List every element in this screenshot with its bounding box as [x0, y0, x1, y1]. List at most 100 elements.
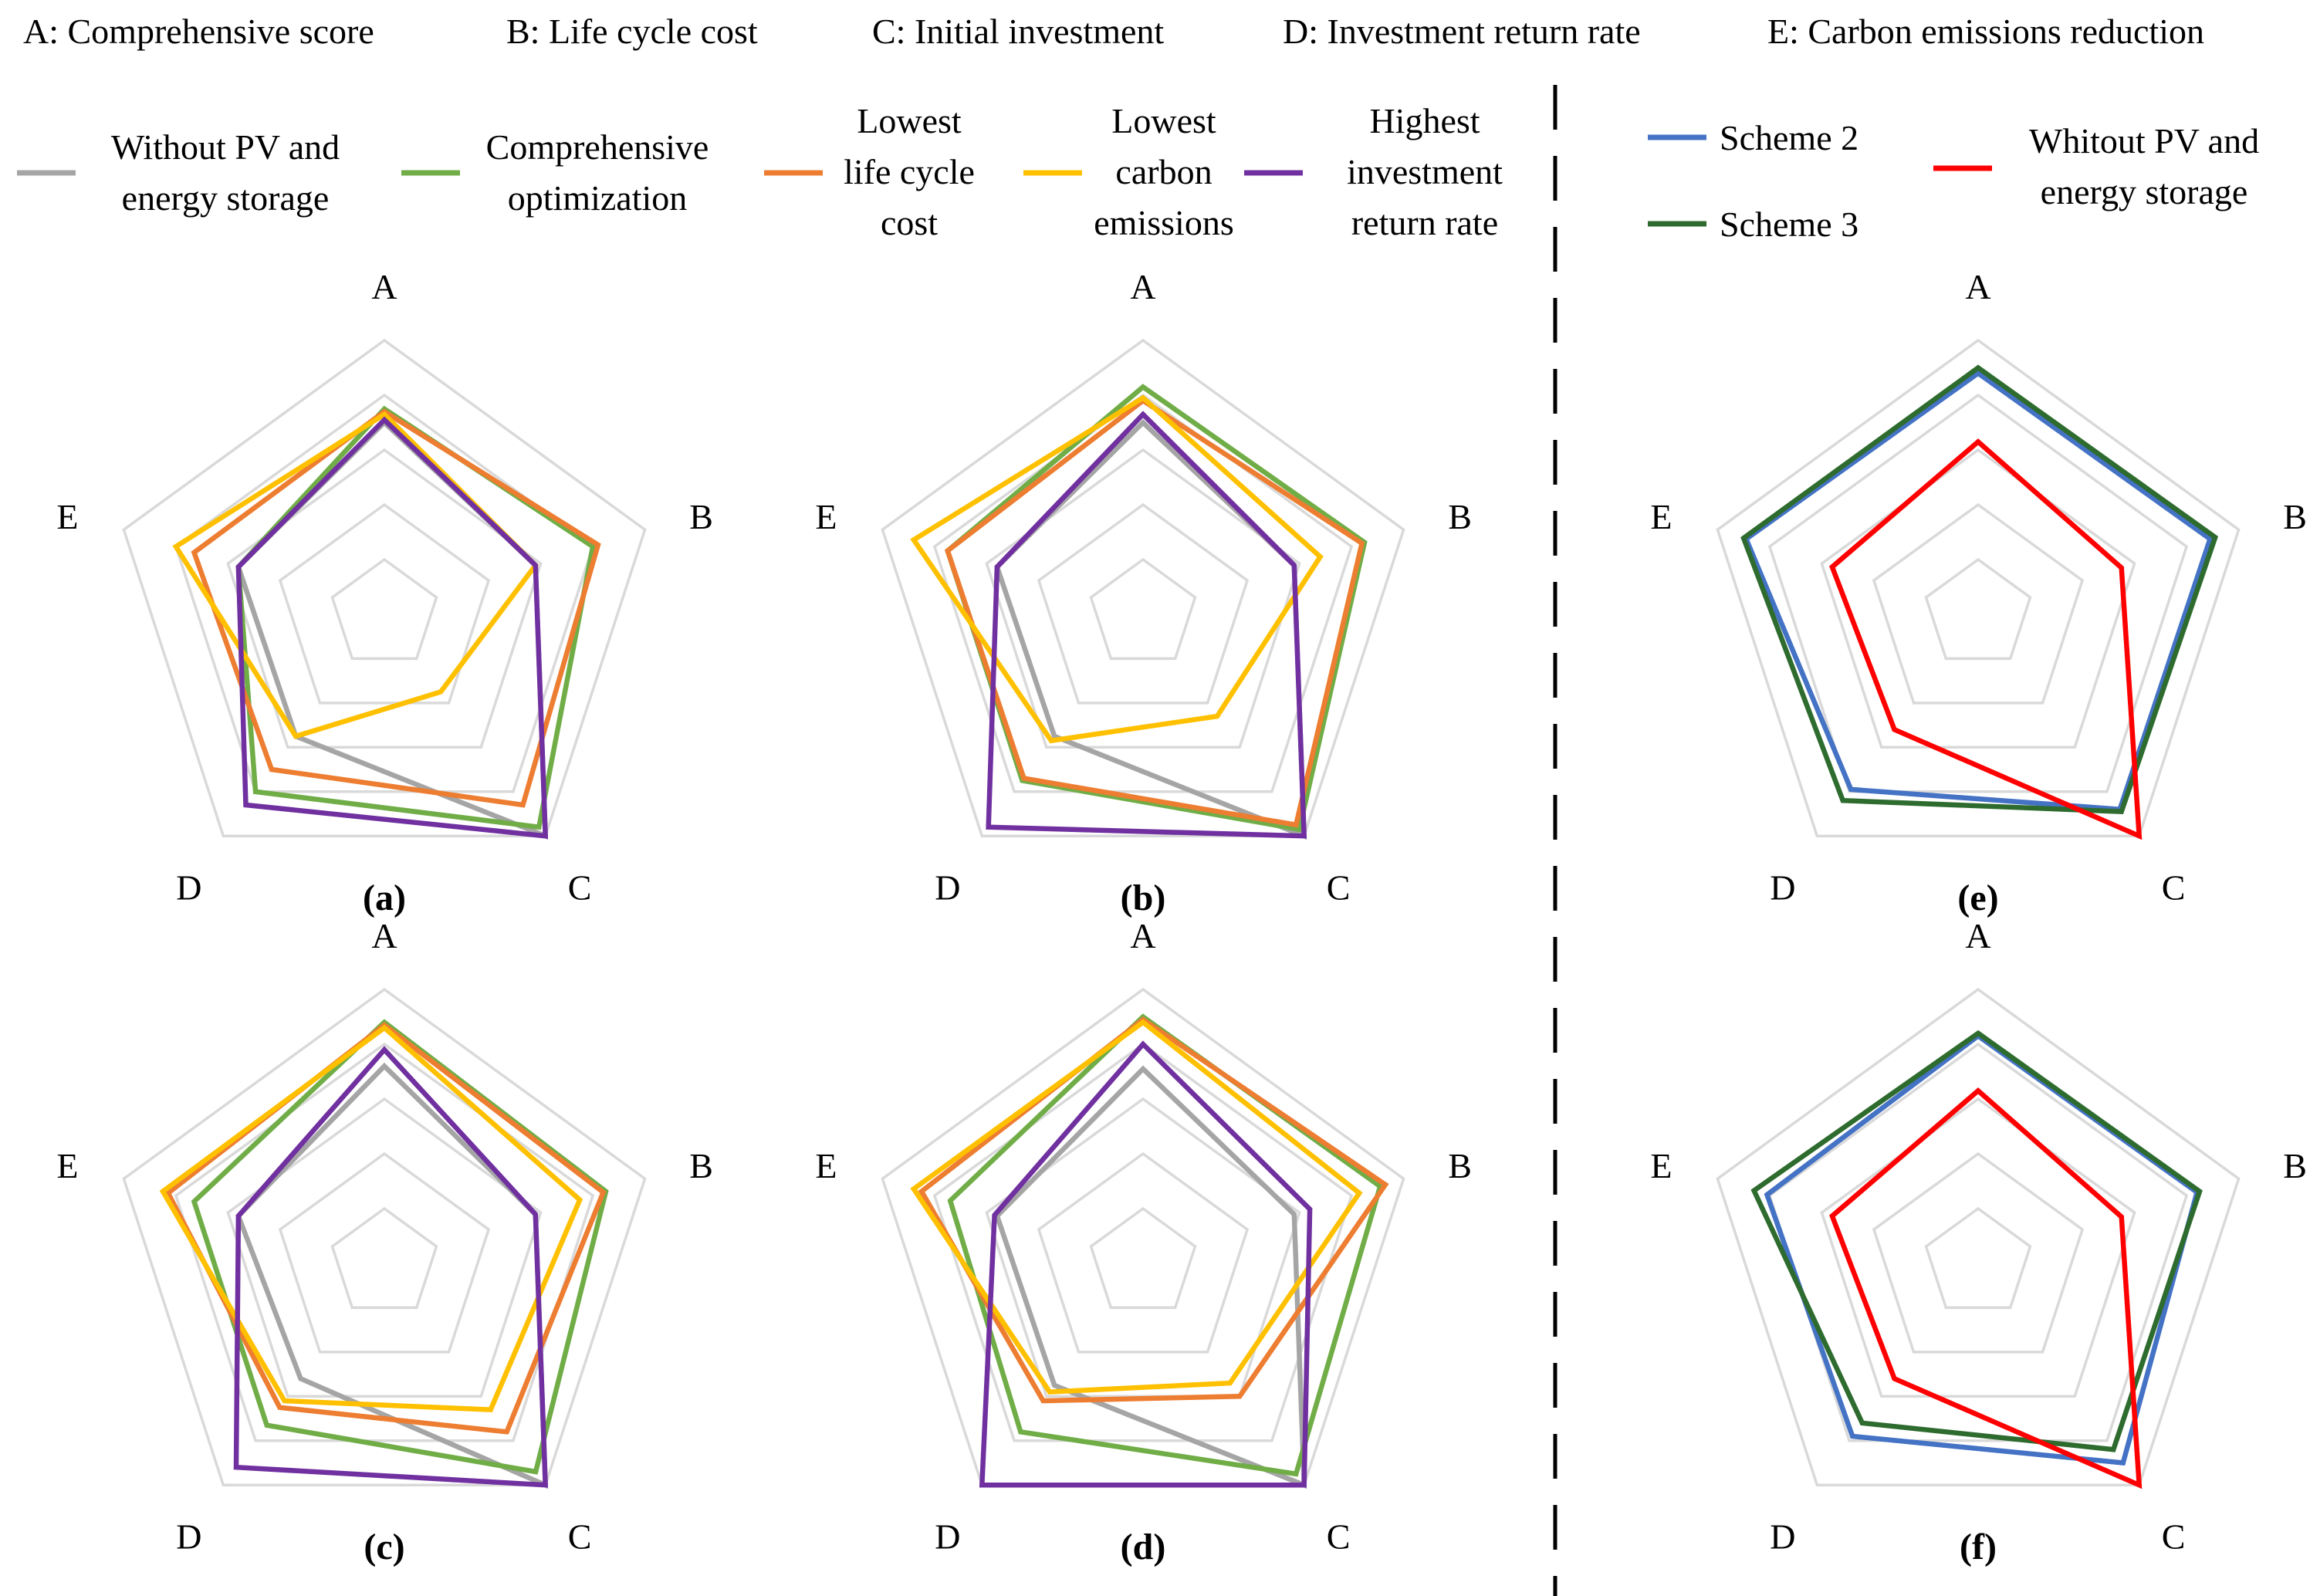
grid-ring-1: [330, 1206, 438, 1310]
series-whitout-pv-and-energy-storage: [1829, 438, 2143, 840]
axis-label-a: A: [371, 916, 397, 955]
axis-label-c: C: [1327, 1517, 1351, 1556]
grid-ring-5: [881, 338, 1405, 837]
grid-ring-3: [1820, 448, 2136, 749]
legend-label: Comprehensive: [486, 127, 709, 167]
axis-label-a: A: [1965, 267, 1990, 306]
series-lowest-life-cycle-cost: [191, 408, 601, 808]
axis-label-a: A: [1130, 916, 1155, 955]
axis-def-d: D: Investment return rate: [1283, 12, 1641, 51]
axis-label-b: B: [2283, 1146, 2307, 1185]
legend-label: energy storage: [2041, 172, 2248, 211]
axis-label-b: B: [1448, 497, 1472, 536]
grid-ring-1: [1924, 1206, 2032, 1310]
axis-label-c: C: [568, 867, 592, 907]
series-comprehensive-optimization: [947, 1013, 1383, 1477]
legend-label: energy storage: [122, 178, 330, 218]
axis-label-e: E: [815, 497, 837, 536]
grid-ring-2: [1037, 1151, 1250, 1354]
legend-item-highest-irr: Highest investment return rate: [1244, 101, 1503, 242]
axis-label-a: A: [1965, 916, 1990, 955]
legend-label: emissions: [1094, 203, 1233, 242]
series-scheme-2: [1743, 370, 2214, 813]
series-lowest-carbon-emissions: [910, 394, 1324, 744]
panel-label: (c): [364, 1527, 404, 1567]
axis-label-e: E: [56, 497, 78, 536]
radar-panel-f: A B C D E (f): [1650, 916, 2307, 1567]
axis-label-d: D: [935, 867, 960, 907]
axis-definition-legend: A: Comprehensive score B: Life cycle cos…: [23, 12, 2204, 51]
grid-ring-1: [1924, 557, 2032, 661]
series-whitout-pv-and-energy-storage: [1829, 1087, 2143, 1489]
grid-ring-2: [278, 1151, 491, 1354]
radar-panel-e: A B C D E (e): [1650, 267, 2307, 918]
legend-item-scheme-3: Scheme 3: [1648, 205, 1858, 244]
legend-label: life cycle: [844, 152, 975, 191]
grid-ring-2: [1872, 502, 2085, 705]
series-highest-investment-return-rate: [986, 411, 1307, 839]
legend-item-without-pv: Without PV and energy storage: [17, 127, 340, 218]
legend-label: carbon: [1115, 152, 1212, 191]
axis-label-c: C: [2162, 1517, 2186, 1556]
axis-label-a: A: [1130, 267, 1155, 306]
series-scheme-3: [1750, 1030, 2203, 1452]
axis-label-d: D: [1770, 1517, 1795, 1556]
series-highest-investment-return-rate: [979, 1040, 1313, 1488]
series-lowest-carbon-emissions: [910, 1019, 1363, 1395]
legend-label: return rate: [1351, 203, 1498, 242]
grid-ring-1: [1089, 1206, 1197, 1310]
grid-ring-5: [1716, 338, 2241, 837]
legend-label: investment: [1347, 152, 1503, 191]
series-lowest-life-cycle-cost: [918, 1016, 1389, 1404]
grid-ring-5: [122, 338, 647, 837]
legend-label: Lowest: [1111, 101, 1216, 140]
grid-ring-1: [1089, 557, 1197, 661]
axis-def-c: C: Initial investment: [872, 12, 1164, 51]
axis-def-a: A: Comprehensive score: [23, 12, 374, 51]
legend-label: Scheme 3: [1720, 205, 1858, 244]
axis-def-e: E: Carbon emissions reduction: [1767, 12, 2204, 51]
grid-ring-4: [932, 393, 1354, 793]
legend-item-scheme-2: Scheme 2: [1648, 118, 1858, 157]
legend-item-without-pv-red: Whitout PV and energy storage: [1933, 121, 2259, 211]
series-highest-investment-return-rate: [235, 416, 549, 839]
grid-ring-2: [1037, 502, 1250, 705]
legend-label: Highest: [1369, 101, 1480, 140]
panel-label: (b): [1121, 877, 1166, 918]
axis-def-b: B: Life cycle cost: [506, 12, 758, 51]
legend-left: Without PV and energy storage Comprehens…: [17, 101, 1503, 242]
legend-label: optimization: [508, 178, 688, 218]
grid-ring-4: [1767, 393, 2189, 793]
legend-label: Lowest: [857, 101, 962, 140]
panel-label: (f): [1960, 1527, 1997, 1567]
radar-panel-c: A B C D E (c): [56, 916, 713, 1567]
legend-label: Scheme 2: [1720, 118, 1858, 157]
axis-label-d: D: [1770, 867, 1795, 907]
radar-panel-d: A B C D E (d): [815, 916, 1472, 1567]
grid-ring-4: [932, 1042, 1354, 1442]
series-without-pv-and-energy-storage: [994, 418, 1307, 840]
axis-label-b: B: [689, 497, 713, 536]
series-lowest-life-cycle-cost: [944, 397, 1365, 828]
axis-label-e: E: [815, 1146, 837, 1185]
panel-label: (d): [1121, 1527, 1166, 1567]
legend-label: Without PV and: [111, 127, 340, 167]
axis-label-c: C: [2162, 867, 2186, 907]
series-scheme-3: [1740, 364, 2219, 814]
axis-label-c: C: [568, 1517, 592, 1556]
series-without-pv-and-energy-storage: [994, 1065, 1307, 1489]
grid-ring-2: [278, 502, 491, 705]
grid-ring-5: [1716, 987, 2241, 1486]
panel-label: (a): [363, 877, 406, 918]
axis-label-d: D: [176, 867, 201, 907]
grid-ring-5: [122, 987, 647, 1486]
legend-item-lowest-carbon: Lowest carbon emissions: [1023, 101, 1234, 242]
axis-label-e: E: [56, 1146, 78, 1185]
axis-label-d: D: [935, 1517, 960, 1556]
axis-label-b: B: [689, 1146, 713, 1185]
grid-ring-1: [330, 557, 438, 661]
axis-label-a: A: [371, 267, 397, 306]
series-lowest-life-cycle-cost: [164, 1022, 607, 1435]
axis-label-b: B: [2283, 497, 2307, 536]
